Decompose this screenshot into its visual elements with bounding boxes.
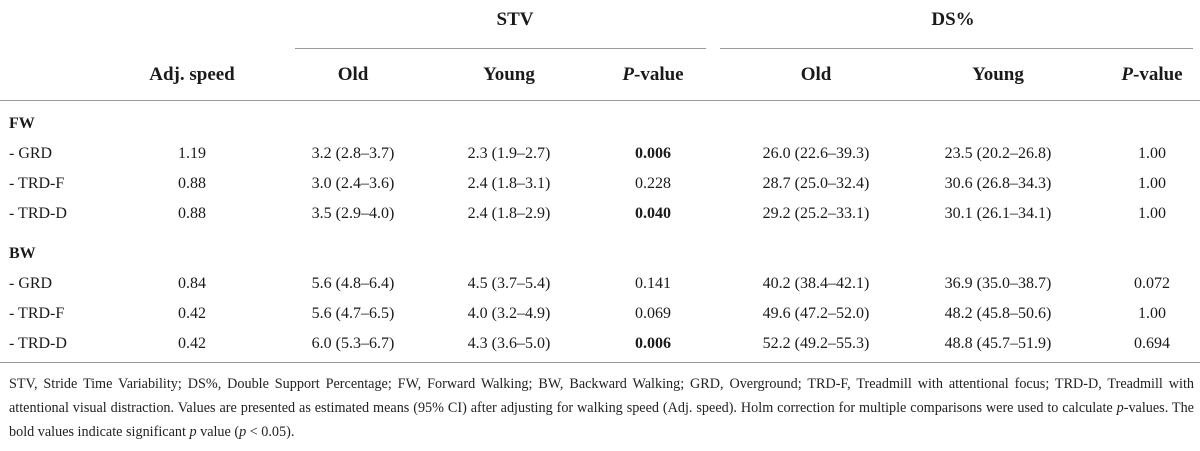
cell-ds-old: 26.0 (22.6–39.3): [762, 145, 870, 162]
table-footnote: STV, Stride Time Variability; DS%, Doubl…: [9, 376, 1194, 440]
row-condition: - TRD-D: [9, 205, 67, 222]
cell-speed: 0.84: [178, 275, 206, 292]
stv-group-rule: [295, 48, 706, 49]
cell-stv-old: 3.0 (2.4–3.6): [311, 175, 395, 192]
cell-ds-p: 1.00: [1138, 145, 1166, 162]
col-header-stv-young: Young: [483, 64, 535, 85]
cell-stv-old: 5.6 (4.7–6.5): [311, 305, 395, 322]
group-header-stv: STV: [496, 9, 534, 30]
cell-ds-p: 1.00: [1138, 305, 1166, 322]
row-condition: - TRD-F: [9, 175, 65, 192]
cell-speed: 0.88: [178, 175, 206, 192]
p-italic: P: [622, 64, 634, 85]
cell-stv-young: 4.0 (3.2–4.9): [467, 305, 551, 322]
col-header-ds-young: Young: [972, 64, 1024, 85]
cell-ds-old: 29.2 (25.2–33.1): [762, 205, 870, 222]
cell-stv-old: 5.6 (4.8–6.4): [311, 275, 395, 292]
cell-stv-p: 0.141: [635, 275, 671, 292]
cell-ds-p: 0.694: [1134, 335, 1170, 352]
cell-ds-p: 1.00: [1138, 175, 1166, 192]
cell-ds-young: 23.5 (20.2–26.8): [944, 145, 1052, 162]
section-label: FW: [9, 115, 35, 132]
cell-stv-p: 0.069: [635, 305, 671, 322]
col-header-stv-pvalue: P-value: [622, 63, 683, 87]
cell-ds-young: 30.6 (26.8–34.3): [944, 175, 1052, 192]
section-label: BW: [9, 245, 36, 262]
cell-ds-old: 28.7 (25.0–32.4): [762, 175, 870, 192]
row-condition: - TRD-D: [9, 335, 67, 352]
row-condition: - GRD: [9, 145, 53, 162]
header-rule: [0, 100, 1200, 101]
cell-ds-young: 30.1 (26.1–34.1): [944, 205, 1052, 222]
ds-group-rule: [720, 48, 1193, 49]
cell-stv-young: 2.4 (1.8–2.9): [467, 205, 551, 222]
cell-stv-p: 0.228: [635, 175, 671, 192]
cell-stv-p: 0.040: [635, 205, 671, 222]
cell-stv-young: 2.3 (1.9–2.7): [467, 145, 551, 162]
cell-stv-p: 0.006: [635, 335, 671, 352]
cell-stv-p: 0.006: [635, 145, 671, 162]
cell-stv-old: 3.2 (2.8–3.7): [311, 145, 395, 162]
table-bottom-rule: [0, 362, 1200, 363]
cell-speed: 0.42: [178, 305, 206, 322]
cell-ds-young: 36.9 (35.0–38.7): [944, 275, 1052, 292]
cell-ds-old: 52.2 (49.2–55.3): [762, 335, 870, 352]
cell-stv-young: 2.4 (1.8–3.1): [467, 175, 551, 192]
p-italic: P: [1121, 64, 1133, 85]
col-header-ds-old: Old: [800, 64, 832, 85]
cell-stv-old: 3.5 (2.9–4.0): [311, 205, 395, 222]
group-header-ds: DS%: [931, 9, 975, 30]
cell-ds-young: 48.2 (45.8–50.6): [944, 305, 1052, 322]
cell-stv-young: 4.3 (3.6–5.0): [467, 335, 551, 352]
cell-ds-old: 49.6 (47.2–52.0): [762, 305, 870, 322]
cell-ds-p: 1.00: [1138, 205, 1166, 222]
col-header-adj-speed: Adj. speed: [149, 64, 235, 85]
p-rest: -value: [1133, 64, 1183, 85]
col-header-ds-pvalue: P-value: [1121, 63, 1182, 87]
cell-stv-young: 4.5 (3.7–5.4): [467, 275, 551, 292]
col-header-stv-old: Old: [337, 64, 369, 85]
cell-stv-old: 6.0 (5.3–6.7): [311, 335, 395, 352]
cell-ds-old: 40.2 (38.4–42.1): [762, 275, 870, 292]
cell-ds-young: 48.8 (45.7–51.9): [944, 335, 1052, 352]
p-rest: -value: [634, 64, 684, 85]
cell-ds-p: 0.072: [1134, 275, 1170, 292]
cell-speed: 0.88: [178, 205, 206, 222]
row-condition: - GRD: [9, 275, 53, 292]
row-condition: - TRD-F: [9, 305, 65, 322]
cell-speed: 0.42: [178, 335, 206, 352]
cell-speed: 1.19: [178, 145, 206, 162]
